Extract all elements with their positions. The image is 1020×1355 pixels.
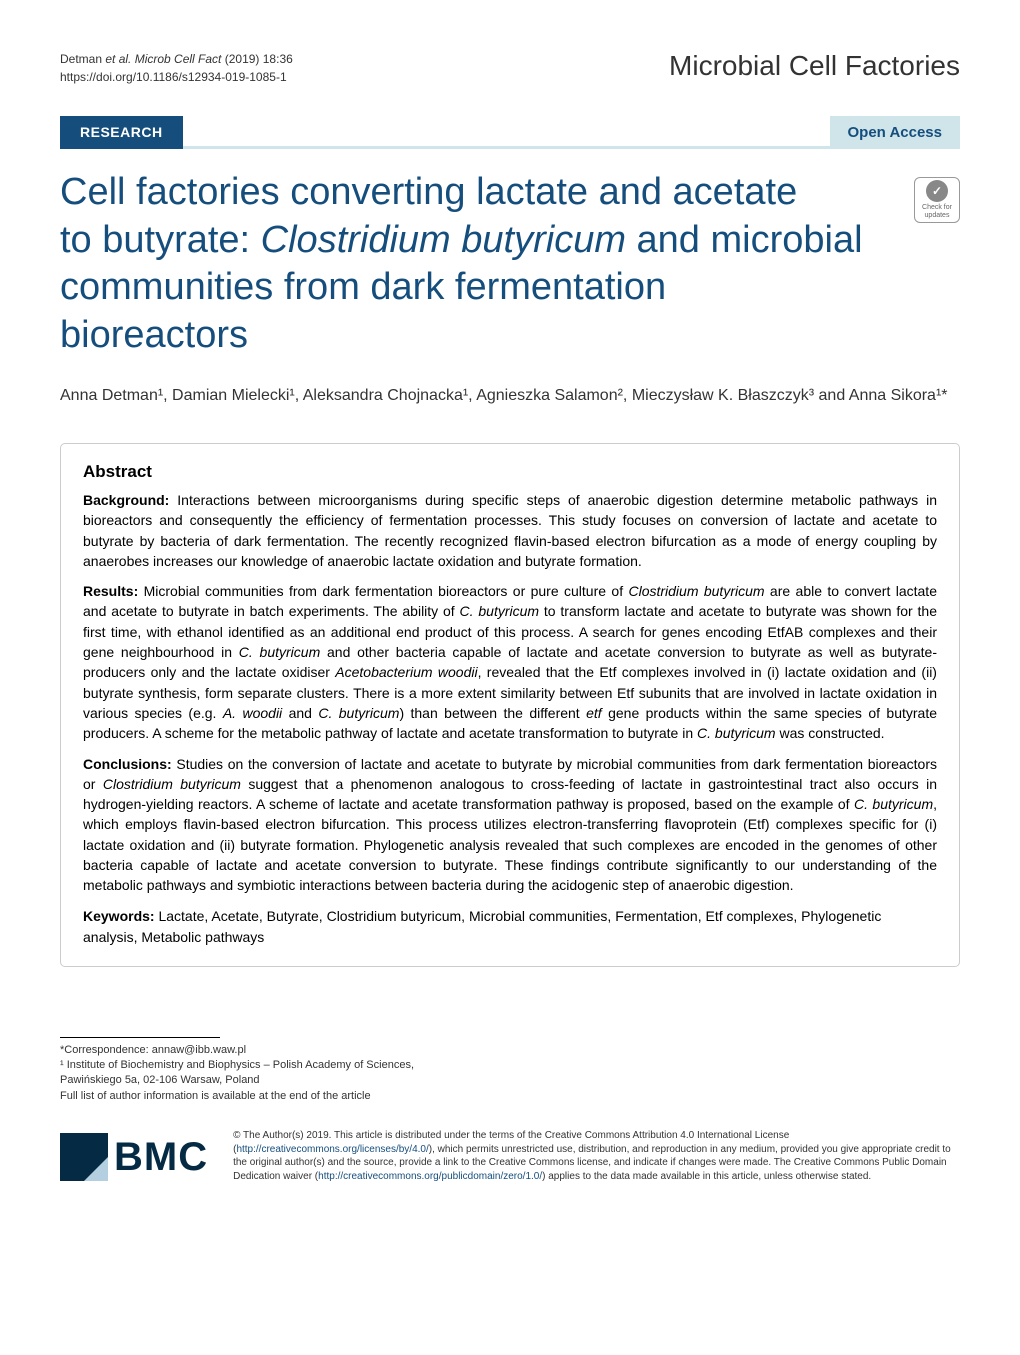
bmc-row: BMC © The Author(s) 2019. This article i… [60, 1129, 960, 1185]
bmc-square-icon [60, 1133, 108, 1181]
affiliation-note: Full list of author information is avail… [60, 1089, 960, 1104]
article-title: Cell factories converting lactate and ac… [60, 169, 894, 359]
title-line2-italic: Clostridium butyricum [261, 219, 626, 261]
abstract-conclusions: Conclusions: Studies on the conversion o… [83, 754, 937, 896]
title-line1: Cell factories converting lactate and ac… [60, 171, 797, 213]
crossmark-icon: ✓ [926, 180, 948, 202]
conclusions-text: Studies on the conversion of lactate and… [83, 756, 937, 894]
background-text: Interactions between microorganisms duri… [83, 492, 937, 569]
authors: Anna Detman¹, Damian Mielecki¹, Aleksand… [60, 384, 960, 408]
title-line2-pre: to butyrate: [60, 219, 261, 261]
crossmark-label: Check for updates [915, 204, 959, 219]
title-line3: communities from dark fermentation [60, 266, 666, 308]
abstract-box: Abstract Background: Interactions betwee… [60, 443, 960, 967]
footer-divider [60, 1037, 220, 1038]
results-text: Microbial communities from dark fermenta… [83, 583, 937, 741]
affiliation-line2: Pawińskiego 5a, 02-106 Warsaw, Poland [60, 1073, 960, 1088]
abstract-keywords: Keywords: Lactate, Acetate, Butyrate, Cl… [83, 906, 937, 948]
doi-line: https://doi.org/10.1186/s12934-019-1085-… [60, 68, 293, 86]
bmc-wedge-icon [84, 1157, 108, 1181]
abstract-results: Results: Microbial communities from dark… [83, 581, 937, 743]
conclusions-label: Conclusions: [83, 756, 172, 772]
footer-zone: *Correspondence: annaw@ibb.waw.pl ¹ Inst… [60, 1037, 960, 1186]
crossmark-badge[interactable]: ✓ Check for updates [914, 177, 960, 223]
results-label: Results: [83, 583, 138, 599]
open-access-badge: Open Access [830, 116, 961, 149]
citation-block: Detman et al. Microb Cell Fact (2019) 18… [60, 50, 293, 86]
correspondence: *Correspondence: annaw@ibb.waw.pl [60, 1043, 960, 1058]
page-container: Detman et al. Microb Cell Fact (2019) 18… [0, 0, 1020, 1225]
license-link-1[interactable]: http://creativecommons.org/licenses/by/4… [236, 1144, 428, 1155]
bmc-text: BMC [114, 1129, 208, 1185]
background-label: Background: [83, 492, 169, 508]
citation-line: Detman et al. Microb Cell Fact (2019) 18… [60, 50, 293, 68]
keywords-label: Keywords: [83, 908, 155, 924]
title-row: Cell factories converting lactate and ac… [60, 169, 960, 359]
abstract-heading: Abstract [83, 462, 937, 482]
journal-name: Microbial Cell Factories [669, 50, 960, 82]
affiliation-line1: ¹ Institute of Biochemistry and Biophysi… [60, 1058, 960, 1073]
title-line2-post: and microbial [626, 219, 863, 261]
bmc-logo: BMC [60, 1129, 208, 1185]
banner-row: RESEARCH Open Access [60, 116, 960, 149]
title-line4: bioreactors [60, 314, 248, 356]
license-link-2[interactable]: http://creativecommons.org/publicdomain/… [318, 1171, 542, 1182]
header-row: Detman et al. Microb Cell Fact (2019) 18… [60, 50, 960, 86]
keywords-text: Lactate, Acetate, Butyrate, Clostridium … [83, 908, 881, 945]
license-text: © The Author(s) 2019. This article is di… [233, 1129, 960, 1183]
research-badge: RESEARCH [60, 116, 183, 149]
abstract-background: Background: Interactions between microor… [83, 490, 937, 571]
banner-spacer [183, 116, 830, 149]
